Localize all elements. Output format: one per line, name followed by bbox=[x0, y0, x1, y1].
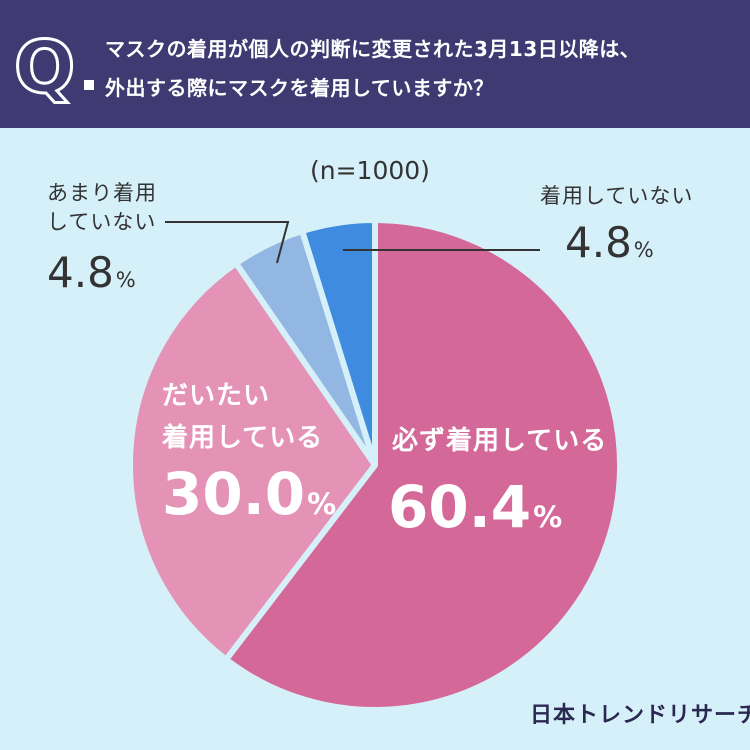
pie-slice-1 bbox=[223, 217, 623, 713]
slice-3-label-line-1: あまり着用 bbox=[47, 181, 157, 205]
question-line-2: 外出する際にマスクを着用していますか？ bbox=[105, 76, 494, 100]
slice-1-value-unit: % bbox=[533, 500, 563, 534]
slice-1-value-number: 60.4 bbox=[388, 473, 532, 541]
slice-1-value: 60.4% bbox=[388, 478, 562, 536]
slice-4-value: 4.8% bbox=[565, 222, 654, 264]
slice-2-value-number: 30.0 bbox=[162, 460, 306, 528]
slice-3-value-number: 4.8 bbox=[47, 248, 114, 297]
slice-4-label: 着用していない bbox=[540, 184, 694, 208]
slice-2-label-line-1: だいたい bbox=[162, 381, 271, 411]
slice-2-value-unit: % bbox=[307, 487, 337, 521]
brand-logo-text: 日本トレンドリサーチ bbox=[530, 703, 750, 728]
slice-4-value-unit: % bbox=[633, 238, 654, 262]
slice-1-label: 必ず着用している bbox=[392, 426, 608, 456]
slice-2-label-line-2: 着用している bbox=[162, 423, 324, 453]
slice-2-value: 30.0% bbox=[162, 465, 336, 523]
question-line-1: マスクの着用が個人の判断に変更された3月13日以降は、 bbox=[105, 37, 641, 61]
q-letter-icon: Q bbox=[13, 24, 94, 111]
q-dot bbox=[84, 80, 94, 90]
slice-3-label-line-2: していない bbox=[47, 210, 157, 234]
pie-slice-4 bbox=[299, 217, 378, 468]
q-letter: Q bbox=[14, 25, 75, 109]
pie-slice-2 bbox=[127, 260, 378, 663]
slice-4-value-number: 4.8 bbox=[565, 218, 632, 267]
question-header: Q マスクの着用が個人の判断に変更された3月13日以降は、 外出する際にマスクを… bbox=[0, 0, 750, 128]
sample-size-label: (n=1000) bbox=[310, 156, 430, 185]
leader-line-slice-3 bbox=[165, 221, 290, 264]
slice-3-value: 4.8% bbox=[47, 252, 136, 294]
slice-3-value-unit: % bbox=[115, 268, 136, 292]
